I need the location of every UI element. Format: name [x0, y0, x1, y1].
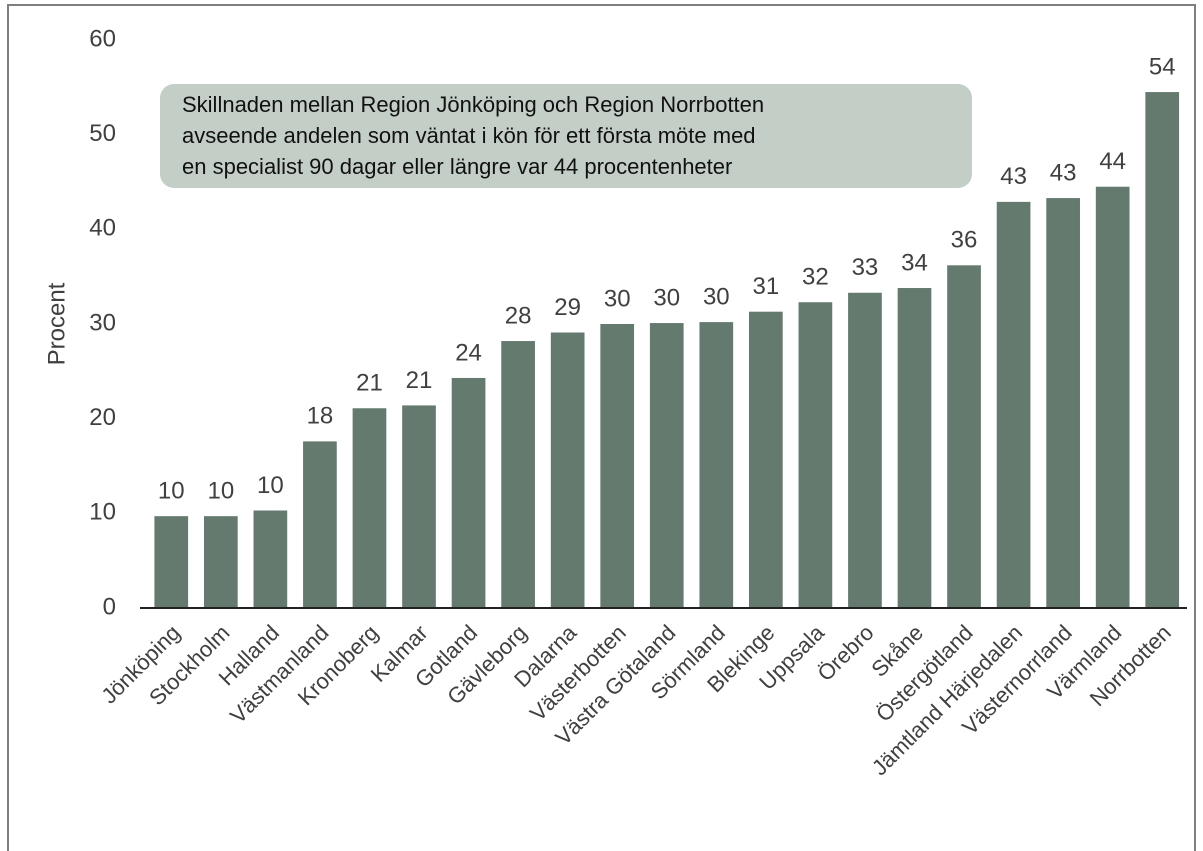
bar [1046, 198, 1080, 609]
data-label: 30 [703, 283, 730, 310]
data-label: 36 [951, 227, 978, 254]
bar [1095, 186, 1130, 608]
data-label: 31 [752, 273, 779, 300]
bar [451, 377, 486, 608]
data-label: 10 [158, 478, 185, 505]
data-label: 33 [852, 254, 879, 281]
data-label: 10 [257, 472, 284, 499]
bar [1145, 92, 1180, 609]
bar [699, 322, 734, 608]
y-tick-label: 40 [89, 215, 116, 242]
data-label: 43 [1050, 159, 1077, 186]
data-label: 28 [505, 302, 532, 329]
bar [303, 441, 337, 608]
y-tick-label: 50 [89, 120, 116, 147]
annotation-line: en specialist 90 dagar eller längre var … [182, 154, 732, 179]
annotation-line: avseende andelen som väntat i kön för et… [182, 123, 756, 148]
bar [203, 516, 238, 608]
x-tick-label: Örebro [812, 620, 878, 686]
bar [154, 516, 189, 608]
data-label: 24 [455, 339, 482, 366]
bar [897, 288, 932, 608]
bar [649, 323, 684, 608]
y-tick-label: 0 [103, 593, 116, 620]
bar [996, 201, 1031, 608]
data-label: 34 [901, 249, 928, 276]
y-tick-label: 20 [89, 404, 116, 431]
bar [253, 510, 288, 608]
data-label: 10 [207, 478, 234, 505]
data-label: 18 [307, 403, 334, 430]
bar [798, 302, 833, 608]
bar [501, 341, 535, 608]
data-label: 44 [1099, 148, 1126, 175]
data-label: 21 [356, 370, 383, 397]
bar [748, 311, 783, 608]
bar [402, 405, 436, 608]
annotation-line: Skillnaden mellan Region Jönköping och R… [182, 92, 764, 117]
bar [600, 324, 635, 608]
y-axis-label: Procent [43, 282, 70, 365]
y-tick-label: 30 [89, 309, 116, 336]
chart-frame [7, 4, 1196, 851]
bar [848, 292, 882, 608]
data-label: 32 [802, 264, 829, 291]
bar [352, 408, 387, 608]
data-label: 54 [1149, 53, 1176, 80]
data-label: 30 [604, 285, 631, 312]
y-tick-label: 10 [89, 499, 116, 526]
annotation-box [160, 84, 972, 188]
y-tick-label: 60 [89, 25, 116, 52]
data-label: 21 [406, 367, 433, 394]
data-label: 30 [653, 284, 680, 311]
data-label: 43 [1000, 163, 1027, 190]
bar [947, 265, 981, 608]
bar [550, 332, 585, 608]
data-label: 29 [554, 294, 581, 321]
